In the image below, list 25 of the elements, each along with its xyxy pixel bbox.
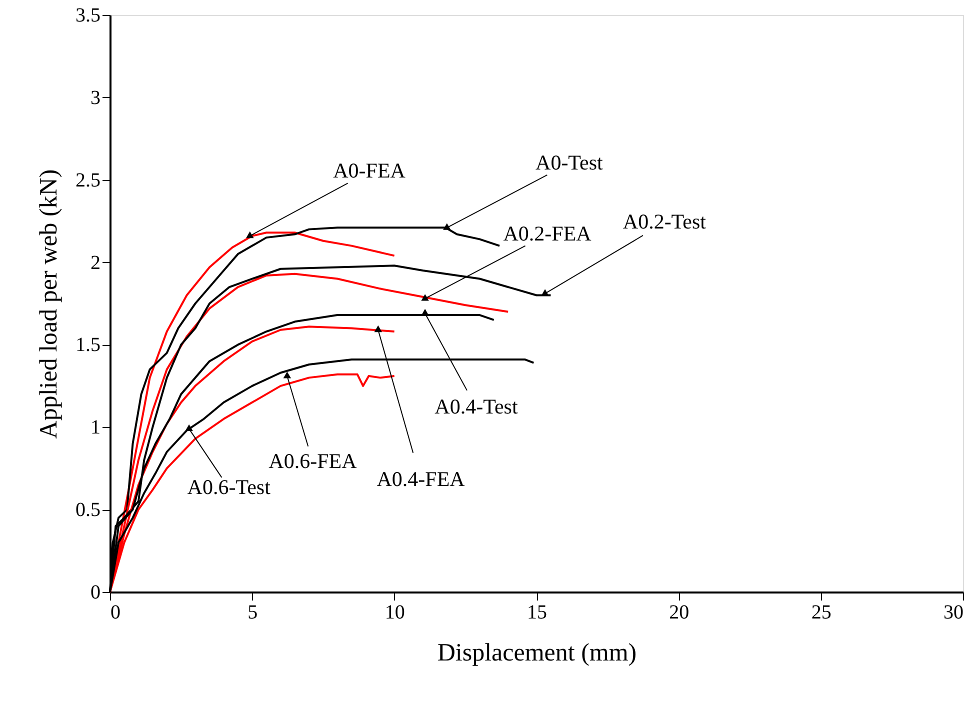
y-tick-label: 2.5 xyxy=(76,169,100,192)
y-tick-label: 1 xyxy=(90,416,100,439)
x-axis-title: Displacement (mm) xyxy=(437,640,637,666)
x-tick-label: 0 xyxy=(110,602,120,624)
y-tick-label: 3.5 xyxy=(76,4,100,26)
x-tick-label: 25 xyxy=(811,602,832,624)
annotation: A0.4-FEA xyxy=(376,466,466,491)
y-tick-label: 0 xyxy=(90,582,100,604)
annotation: A0.2-Test xyxy=(622,210,706,234)
y-axis-title: Applied load per web (kN) xyxy=(36,169,62,439)
annotation: A0.4-Test xyxy=(434,394,518,418)
y-tick-label: 0.5 xyxy=(76,499,100,522)
x-tick-label: 10 xyxy=(384,602,405,624)
x-tick-label: 15 xyxy=(527,602,547,624)
x-tick-label: 20 xyxy=(669,602,690,624)
x-tick-label: 30 xyxy=(944,602,964,624)
y-tick-label: 3 xyxy=(90,86,100,109)
y-tick-label: 2 xyxy=(90,252,100,274)
annotation: A0-FEA xyxy=(333,158,406,183)
x-tick-label: 5 xyxy=(248,602,258,624)
annotation: A0.6-Test xyxy=(187,475,271,500)
y-tick-label: 1.5 xyxy=(76,334,100,356)
annotation: A0.6-FEA xyxy=(268,448,358,473)
annotation: A0-Test xyxy=(536,150,604,174)
annotation: A0.2-FEA xyxy=(503,221,592,246)
